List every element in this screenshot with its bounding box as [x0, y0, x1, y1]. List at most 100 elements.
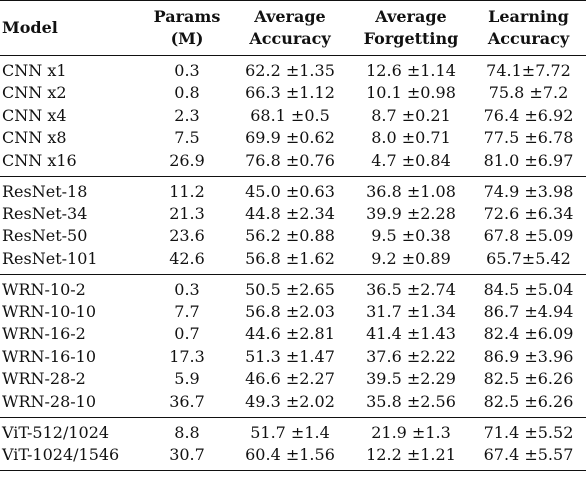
learning-accuracy-cell: 82.4 ±6.09: [483, 324, 574, 344]
accuracy-cell: 56.2 ±0.88: [245, 226, 335, 246]
table-row: WRN-16-10 17.3 51.3 ±1.47 37.6 ±2.22 86.9 ±3…: [0, 346, 586, 369]
accuracy-cell: 44.8 ±2.34: [245, 203, 335, 223]
table-row: WRN-28-2 5.9 46.6 ±2.27 39.5 ±2.29 82.5 ±6.2…: [0, 368, 586, 391]
learning-accuracy-cell: 86.9 ±3.96: [483, 346, 574, 366]
table-row: WRN-10-10 7.7 56.8 ±2.03 31.7 ±1.34 86.7 ±4.…: [0, 301, 586, 324]
table-row: ViT-1024/1546 30.7 60.4 ±1.56 12.2 ±1.21 67.…: [0, 443, 586, 471]
model-cell: ViT-512/1024: [0, 416, 145, 444]
forgetting-cell: 36.8 ±1.08: [351, 175, 471, 203]
learning-accuracy-cell: 76.4 ±6.92: [483, 105, 574, 125]
model-cell: ResNet-18: [0, 175, 145, 203]
params-cell: 2.3: [174, 105, 200, 125]
model-cell: WRN-16-10: [2, 346, 97, 366]
accuracy-cell: 44.6 ±2.81: [245, 324, 335, 344]
learning-accuracy-cell: 74.1±7.72: [486, 61, 571, 80]
model-cell: CNN x2: [2, 83, 67, 103]
table-row: ViT-512/1024 8.8 51.7 ±1.4 21.9 ±1.3 71.4 ±5…: [0, 416, 586, 444]
model-cell: WRN-10-10: [2, 301, 97, 321]
params-cell: 0.8: [174, 83, 200, 103]
learning-accuracy-cell: 72.6 ±6.34: [483, 203, 574, 223]
header-learn-line1: Learning: [488, 7, 569, 26]
header-average-accuracy: Average Accuracy: [229, 0, 351, 56]
params-cell: 26.9: [169, 150, 205, 170]
model-cell: CNN x1: [2, 61, 67, 80]
model-cell: WRN-16-2: [2, 324, 86, 344]
table-header: Model Params (M) Average Accuracy Averag…: [0, 0, 586, 56]
learning-accuracy-cell: 86.7 ±4.94: [483, 301, 574, 321]
header-model-label: Model: [2, 18, 58, 37]
params-cell: 21.3: [169, 203, 205, 223]
params-cell: 0.3: [145, 273, 229, 301]
forgetting-cell: 8.0 ±0.71: [371, 128, 451, 148]
accuracy-cell: 51.3 ±1.47: [245, 346, 335, 366]
forgetting-cell: 21.9 ±1.3: [351, 416, 471, 444]
accuracy-cell: 69.9 ±0.62: [245, 128, 335, 148]
header-learning-accuracy: Learning Accuracy: [471, 0, 586, 56]
forgetting-cell: 35.8 ±2.56: [366, 391, 456, 411]
table-row: ResNet-50 23.6 56.2 ±0.88 9.5 ±0.38 67.8 ±5.…: [0, 225, 586, 248]
params-cell: 17.3: [169, 346, 205, 366]
learning-accuracy-cell: 84.5 ±5.04: [471, 273, 586, 301]
model-cell: ViT-1024/1546: [0, 443, 145, 471]
header-acc-line1: Average: [254, 7, 326, 26]
learning-accuracy-cell: 74.9 ±3.98: [471, 175, 586, 203]
params-cell: 30.7: [145, 443, 229, 471]
learning-accuracy-cell: 75.8 ±7.2: [488, 83, 569, 103]
model-cell: ResNet-101: [2, 248, 98, 268]
header-params-line2: (M): [170, 29, 204, 48]
table-row: CNN x2 0.8 66.3 ±1.12 10.1 ±0.98 75.8 ±7.2: [0, 82, 586, 105]
accuracy-cell: 62.2 ±1.35: [245, 61, 335, 80]
forgetting-cell: 37.6 ±2.22: [366, 346, 456, 366]
forgetting-cell: 31.7 ±1.34: [366, 301, 456, 321]
learning-accuracy-cell: 82.5 ±6.26: [483, 391, 574, 411]
params-cell: 5.9: [174, 369, 200, 389]
table-body: CNN x1 0.3 62.2 ±1.35 12.6 ±1.14 74.1±7.72 CN…: [0, 56, 586, 471]
params-cell: 0.7: [174, 324, 200, 344]
learning-accuracy-cell: 77.5 ±6.78: [483, 128, 574, 148]
learning-accuracy-cell: 67.8 ±5.09: [483, 226, 574, 246]
header-learn-line2: Accuracy: [487, 29, 570, 48]
learning-accuracy-cell: 71.4 ±5.52: [471, 416, 586, 444]
learning-accuracy-cell: 81.0 ±6.97: [483, 150, 574, 170]
forgetting-cell: 8.7 ±0.21: [371, 105, 451, 125]
header-model: Model: [0, 0, 145, 56]
forgetting-cell: 10.1 ±0.98: [366, 83, 456, 103]
model-cell: WRN-28-10: [2, 391, 97, 411]
header-params-line1: Params: [153, 7, 221, 26]
model-cell: ResNet-34: [2, 203, 88, 223]
forgetting-cell: 9.5 ±0.38: [371, 226, 451, 246]
accuracy-cell: 76.8 ±0.76: [245, 150, 335, 170]
forgetting-cell: 4.7 ±0.84: [371, 150, 451, 170]
forgetting-cell: 12.6 ±1.14: [366, 61, 456, 80]
accuracy-cell: 50.5 ±2.65: [229, 273, 351, 301]
model-cell: CNN x4: [2, 105, 67, 125]
table-row: ResNet-101 42.6 56.8 ±1.62 9.2 ±0.89 65.7±5.…: [0, 248, 586, 275]
accuracy-cell: 46.6 ±2.27: [245, 369, 335, 389]
accuracy-cell: 56.8 ±2.03: [245, 301, 335, 321]
header-params: Params (M): [145, 0, 229, 56]
header-forg-line2: Forgetting: [363, 29, 459, 48]
header-acc-line2: Accuracy: [249, 29, 331, 48]
learning-accuracy-cell: 67.4 ±5.57: [471, 443, 586, 471]
table-row: WRN-16-2 0.7 44.6 ±2.81 41.4 ±1.43 82.4 ±6.0…: [0, 323, 586, 346]
model-cell: WRN-10-2: [0, 273, 145, 301]
header-average-forgetting: Average Forgetting: [351, 0, 471, 56]
params-cell: 8.8: [145, 416, 229, 444]
learning-accuracy-cell: 82.5 ±6.26: [483, 369, 574, 389]
table-row: ResNet-18 11.2 45.0 ±0.63 36.8 ±1.08 74.9 ±3…: [0, 175, 586, 203]
table-row: CNN x1 0.3 62.2 ±1.35 12.6 ±1.14 74.1±7.72: [0, 56, 586, 83]
accuracy-cell: 51.7 ±1.4: [229, 416, 351, 444]
table-row: CNN x16 26.9 76.8 ±0.76 4.7 ±0.84 81.0 ±6.97: [0, 150, 586, 177]
params-cell: 42.6: [169, 248, 205, 268]
forgetting-cell: 39.9 ±2.28: [366, 203, 456, 223]
table-row: ResNet-34 21.3 44.8 ±2.34 39.9 ±2.28 72.6 ±6…: [0, 203, 586, 226]
results-table: Model Params (M) Average Accuracy Averag…: [0, 0, 586, 471]
params-cell: 23.6: [169, 226, 205, 246]
forgetting-cell: 41.4 ±1.43: [366, 324, 456, 344]
model-cell: CNN x8: [2, 128, 67, 148]
model-cell: ResNet-50: [2, 226, 88, 246]
params-cell: 11.2: [145, 175, 229, 203]
params-cell: 0.3: [174, 61, 200, 80]
accuracy-cell: 49.3 ±2.02: [245, 391, 335, 411]
accuracy-cell: 60.4 ±1.56: [229, 443, 351, 471]
